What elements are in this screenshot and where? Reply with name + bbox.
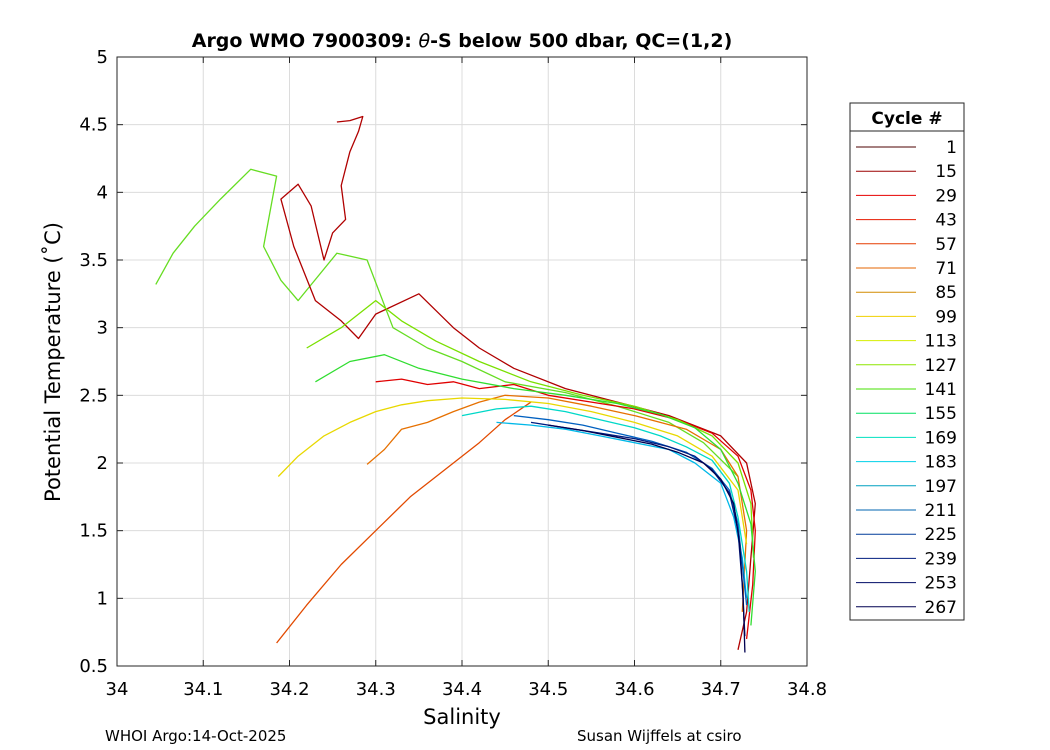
legend-label: 155 bbox=[925, 404, 957, 424]
legend-label: 211 bbox=[925, 501, 957, 521]
series-line-cycle-211-blue bbox=[513, 414, 748, 606]
legend-label: 169 bbox=[925, 428, 957, 448]
legend-label: 85 bbox=[935, 283, 957, 303]
y-tick-label: 2 bbox=[97, 453, 108, 474]
legend-label: 71 bbox=[935, 259, 957, 279]
series-line-cycle-141-green bbox=[315, 354, 756, 626]
y-tick-label: 0.5 bbox=[79, 656, 108, 677]
legend-label: 43 bbox=[935, 211, 957, 231]
series-line-cycle-169-cyan bbox=[461, 405, 750, 612]
series-line-early-cycles-green-left bbox=[155, 168, 739, 477]
x-tick-label: 34.8 bbox=[787, 679, 827, 700]
data-series-group bbox=[155, 115, 756, 653]
legend-label: 239 bbox=[925, 549, 957, 569]
legend-label: 99 bbox=[935, 307, 957, 327]
legend-title: Cycle # bbox=[871, 109, 942, 129]
x-tick-label: 34.1 bbox=[183, 679, 223, 700]
y-tick-label: 4.5 bbox=[79, 115, 108, 136]
series-line-cycle-267-navy bbox=[548, 424, 746, 653]
series-line-cycle-71-orange bbox=[366, 394, 748, 612]
y-axis-ticks: 0.5 1 1.5 2 2.5 3 3.5 4 4.5 5 bbox=[79, 47, 807, 677]
y-tick-label: 3.5 bbox=[79, 250, 108, 271]
series-line-cycle-15-dark-red bbox=[280, 115, 756, 650]
y-tick-label: 2.5 bbox=[79, 385, 108, 406]
y-tick-label: 5 bbox=[97, 47, 108, 68]
x-tick-label: 34.2 bbox=[269, 679, 309, 700]
x-tick-label: 34.7 bbox=[701, 679, 741, 700]
x-tick-label: 34.6 bbox=[614, 679, 654, 700]
x-tick-label: 34.5 bbox=[528, 679, 568, 700]
chart-title-theta: θ bbox=[418, 30, 430, 52]
legend-label: 267 bbox=[925, 598, 957, 618]
legend-label: 253 bbox=[925, 574, 957, 594]
x-tick-label: 34.4 bbox=[442, 679, 482, 700]
x-tick-label: 34.3 bbox=[356, 679, 396, 700]
legend-label: 1 bbox=[946, 138, 957, 158]
series-line-cycle-99-yellow bbox=[277, 397, 748, 545]
x-axis-ticks: 34 34.1 34.2 34.3 34.4 34.5 34.6 34.7 34.8 bbox=[106, 57, 827, 700]
legend-entries: 1 15 29 43 57 71 85 99 113 127 141 155 169 183 197 211 2… bbox=[856, 138, 957, 618]
legend-label: 15 bbox=[935, 162, 957, 182]
series-line-cycle-29-red bbox=[375, 378, 756, 639]
legend-label: 197 bbox=[925, 477, 957, 497]
footer-right: Susan Wijffels at csiro bbox=[577, 727, 742, 745]
legend-label: 29 bbox=[935, 186, 957, 206]
chart-title-suffix: -S below 500 dbar, QC=(1,2) bbox=[430, 30, 732, 52]
chart-title-prefix: Argo WMO 7900309: bbox=[192, 30, 419, 52]
series-line-cycle-127-green bbox=[306, 299, 755, 558]
footer-left: WHOI Argo:14-Oct-2025 bbox=[105, 727, 286, 745]
x-tick-label: 34 bbox=[106, 679, 129, 700]
y-tick-label: 3 bbox=[97, 318, 108, 339]
y-axis-label: Potential Temperature (˚C) bbox=[41, 222, 65, 502]
chart-title: Argo WMO 7900309: θ-S below 500 dbar, QC… bbox=[192, 30, 733, 52]
legend-label: 57 bbox=[935, 235, 957, 255]
grid-lines bbox=[117, 57, 807, 666]
legend-label: 127 bbox=[925, 356, 957, 376]
y-tick-label: 4 bbox=[97, 182, 108, 203]
legend-label: 141 bbox=[925, 380, 957, 400]
legend-label: 113 bbox=[925, 332, 957, 352]
legend-label: 183 bbox=[925, 453, 957, 473]
series-line-cycle-57-orange-red bbox=[276, 401, 532, 644]
legend-label: 225 bbox=[925, 525, 957, 545]
x-axis-label: Salinity bbox=[423, 705, 501, 729]
y-tick-label: 1.5 bbox=[79, 521, 108, 542]
y-tick-label: 1 bbox=[97, 588, 108, 609]
